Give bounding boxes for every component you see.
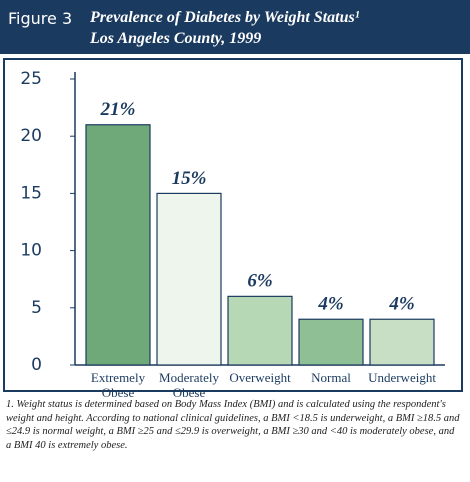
- y-tick-label: 25: [20, 69, 42, 89]
- chart: 0 5 10 15 20 25 21% 15% 6% 4% 4%: [20, 69, 445, 375]
- bar: [298, 318, 364, 366]
- chart-subtitle: Los Angeles County, 1999: [90, 30, 262, 47]
- bar: [156, 192, 222, 366]
- bar: [227, 295, 293, 366]
- bar: [369, 318, 435, 366]
- bar: [85, 124, 151, 366]
- value-label: 4%: [388, 294, 414, 315]
- value-label: 21%: [100, 99, 136, 120]
- x-tick-label: Underweight: [368, 370, 436, 385]
- value-label: 4%: [317, 294, 343, 315]
- header: Figure 3 Prevalence of Diabetes by Weigh…: [0, 0, 470, 54]
- chart-frame: [3, 58, 463, 392]
- x-tick-label: Extremely Obese: [90, 370, 146, 400]
- value-label: 6%: [247, 271, 272, 292]
- y-tick-label: 5: [31, 298, 42, 318]
- value-label: 15%: [172, 168, 207, 189]
- figure-label: Figure 3: [8, 9, 73, 28]
- x-tick-label: Overweight: [229, 370, 291, 385]
- chart-title: Prevalence of Diabetes by Weight Status¹: [90, 9, 360, 26]
- x-tick-label: Moderately Obese: [159, 370, 219, 400]
- footnote: 1. Weight status is determined based on …: [6, 399, 460, 451]
- y-tick-label: 15: [20, 183, 42, 203]
- y-tick-label: 0: [31, 355, 42, 375]
- x-tick-label: Normal: [311, 370, 351, 385]
- y-tick-label: 10: [20, 241, 42, 261]
- y-tick-label: 20: [20, 126, 42, 146]
